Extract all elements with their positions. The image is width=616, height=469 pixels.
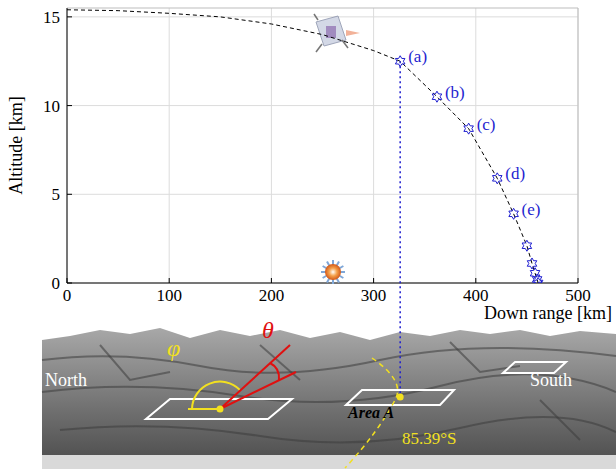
tick-label: 200 <box>259 286 285 305</box>
waypoint <box>493 173 503 184</box>
axis-title: Down range [km] <box>484 303 612 323</box>
azimuth-arc <box>192 382 240 409</box>
frame <box>67 8 578 9</box>
grid-line <box>67 283 578 284</box>
grid-line <box>169 8 170 283</box>
figure: 0100200300400500051015Altitude [km]Down … <box>0 0 616 469</box>
tick-label: 15 <box>43 8 60 27</box>
point-label: (e) <box>522 200 541 219</box>
grid-line <box>373 8 374 283</box>
tick-label: 0 <box>63 286 72 305</box>
grid-line <box>271 8 272 283</box>
waypoint <box>432 91 442 102</box>
terrain-label: 85.39°S <box>402 429 457 448</box>
waypoint <box>509 208 519 219</box>
tick <box>67 278 68 283</box>
point-label: (d) <box>505 164 525 183</box>
sun-direction <box>220 345 290 409</box>
terrain-label: θ <box>262 317 274 343</box>
y-axis <box>67 8 68 283</box>
area-box <box>146 399 292 419</box>
point-label: (b) <box>445 83 465 102</box>
drop-line <box>399 61 401 397</box>
tick <box>271 278 272 283</box>
tick <box>578 278 579 283</box>
tick-label: 5 <box>52 185 61 204</box>
tick-label: 10 <box>43 97 60 116</box>
grid-line <box>67 105 578 106</box>
projection <box>220 372 296 409</box>
grid-line <box>67 8 68 283</box>
axis-title: Altitude [km] <box>6 96 26 194</box>
x-axis <box>67 283 578 284</box>
lander-icon <box>314 14 360 52</box>
frame <box>578 8 579 283</box>
tick <box>67 16 72 17</box>
sun-icon <box>321 260 345 284</box>
plot-area <box>67 10 543 283</box>
grid-line <box>67 16 578 17</box>
latitude-line <box>345 358 398 468</box>
tick <box>169 278 170 283</box>
trajectory <box>67 10 538 283</box>
elevation-arc <box>270 363 279 380</box>
tick-label: 100 <box>156 286 182 305</box>
tick <box>67 194 72 195</box>
point-label: (c) <box>477 115 496 134</box>
terrain-label: φ <box>167 335 180 361</box>
grid-line <box>67 194 578 195</box>
site-dot <box>397 394 404 401</box>
terrain <box>42 328 616 469</box>
terrain-label: North <box>45 370 87 390</box>
waypoint <box>533 278 543 284</box>
waypoint <box>464 123 474 134</box>
tick <box>373 278 374 283</box>
point-label: (a) <box>408 47 427 66</box>
grid-line <box>475 8 476 283</box>
waypoint <box>522 240 532 251</box>
tick <box>67 283 72 284</box>
tick-label: 300 <box>361 286 387 305</box>
tick <box>67 105 72 106</box>
site-dot <box>217 406 224 413</box>
terrain-label: South <box>530 370 572 390</box>
tick-label: 0 <box>52 274 61 293</box>
terrain-label: Area A <box>347 404 394 421</box>
tick <box>475 278 476 283</box>
grid-line <box>578 8 579 283</box>
